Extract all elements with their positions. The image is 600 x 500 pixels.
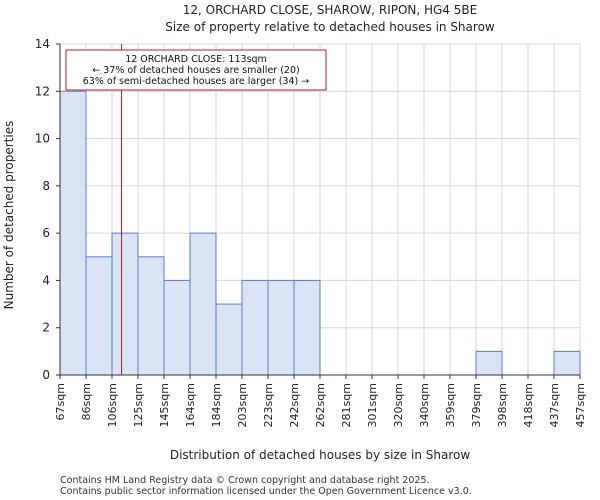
bar xyxy=(293,279,321,376)
bar xyxy=(475,350,503,376)
y-tick-label: 14 xyxy=(35,37,50,51)
x-tick-label: 223sqm xyxy=(262,383,275,427)
x-tick-label: 86sqm xyxy=(80,383,93,420)
annotation-larger: 63% of semi-detached houses are larger (… xyxy=(83,76,310,87)
bar xyxy=(189,232,217,376)
y-axis-label: Number of detached properties xyxy=(2,121,16,310)
bar xyxy=(137,256,165,376)
y-tick-label: 12 xyxy=(35,84,50,98)
axes: 0 2 4 6 8 10 12 14 67sqm 86sqm 106sqm 125sqm 145sqm 1… xyxy=(35,37,587,427)
y-tick-label: 2 xyxy=(42,321,50,335)
y-tick-label: 6 xyxy=(42,226,50,240)
y-tick-label: 4 xyxy=(42,273,50,287)
bar xyxy=(163,279,191,376)
x-tick-label: 281sqm xyxy=(340,383,353,427)
x-tick-label: 320sqm xyxy=(392,383,405,427)
x-tick-label: 106sqm xyxy=(106,383,119,427)
bar xyxy=(85,256,113,376)
x-tick-label: 359sqm xyxy=(444,383,457,427)
chart-subtitle: Size of property relative to detached ho… xyxy=(165,20,495,34)
x-axis-label: Distribution of detached houses by size … xyxy=(170,448,470,462)
x-tick-label: 301sqm xyxy=(366,383,379,427)
x-tick-label: 67sqm xyxy=(54,383,67,420)
bar xyxy=(553,350,581,376)
x-tick-label: 457sqm xyxy=(574,383,587,427)
footer-line-2: Contains public sector information licen… xyxy=(60,486,472,497)
annotation-title: 12 ORCHARD CLOSE: 113sqm xyxy=(125,54,267,65)
x-tick-label: 203sqm xyxy=(236,383,249,427)
x-tick-label: 340sqm xyxy=(418,383,431,427)
x-tick-label: 262sqm xyxy=(314,383,327,427)
y-tick-label: 0 xyxy=(42,368,50,382)
bar xyxy=(59,90,87,376)
x-tick-label: 398sqm xyxy=(496,383,509,427)
x-tick-label: 242sqm xyxy=(288,383,301,427)
footer-line-1: Contains HM Land Registry data © Crown c… xyxy=(60,475,430,486)
x-tick-label: 125sqm xyxy=(132,383,145,427)
y-tick-label: 10 xyxy=(35,132,50,146)
x-tick-label: 145sqm xyxy=(158,383,171,427)
bar xyxy=(241,279,269,376)
x-tick-label: 437sqm xyxy=(548,383,561,427)
x-tick-label: 184sqm xyxy=(210,383,223,427)
annotation-box: 12 ORCHARD CLOSE: 113sqm ← 37% of detach… xyxy=(65,49,327,91)
bar xyxy=(267,279,295,376)
bars xyxy=(59,90,581,376)
x-tick-label: 418sqm xyxy=(522,383,535,427)
chart-title: 12, ORCHARD CLOSE, SHAROW, RIPON, HG4 5B… xyxy=(183,3,478,17)
x-tick-label: 164sqm xyxy=(184,383,197,427)
annotation-rect xyxy=(65,49,327,91)
annotation-smaller: ← 37% of detached houses are smaller (20… xyxy=(92,65,299,76)
x-tick-label: 379sqm xyxy=(470,383,483,427)
bar xyxy=(215,303,243,376)
y-tick-label: 8 xyxy=(42,179,50,193)
bar xyxy=(111,232,139,376)
